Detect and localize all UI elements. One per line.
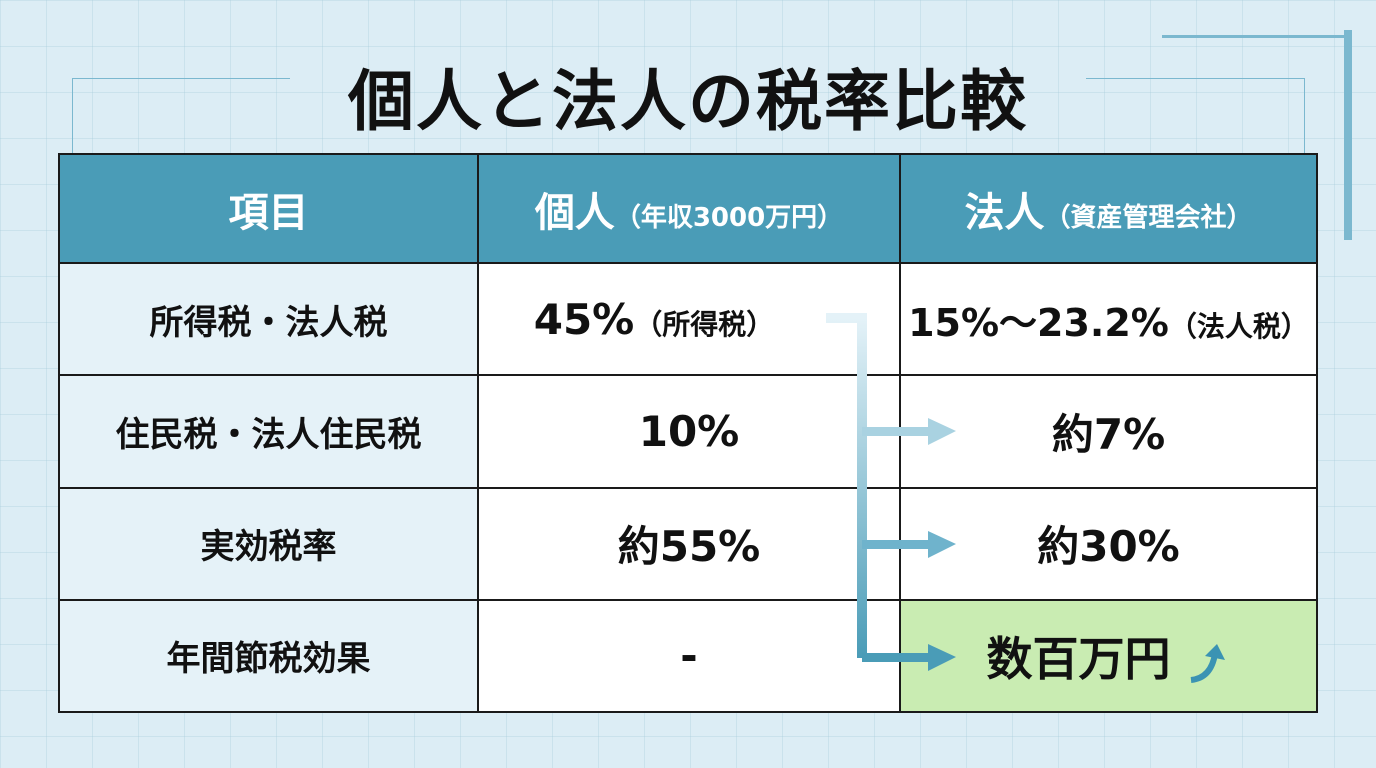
corporate-cell: 約30%	[899, 486, 1318, 601]
header-individual: 個人（年収3000万円）	[477, 152, 901, 265]
header-sub: （年収3000万円）	[614, 202, 844, 233]
decor-corner-top	[1162, 35, 1352, 38]
row-label: 住民税・法人住民税	[58, 374, 479, 489]
decor-line-left	[72, 78, 290, 79]
up-arrow-icon	[1190, 644, 1225, 684]
table-row: 実効税率 約55% 約30%	[58, 486, 1318, 601]
individual-cell: 10%	[477, 374, 901, 489]
note: （所得税）	[634, 307, 775, 341]
header-label: 項目	[228, 189, 309, 236]
comparison-table: 項目 個人（年収3000万円） 法人（資産管理会社） 所得税・法人税 45%（所…	[58, 152, 1318, 714]
header-row: 項目 個人（年収3000万円） 法人（資産管理会社）	[58, 152, 1318, 265]
individual-cell: 約55%	[477, 486, 901, 601]
corporate-cell: 15%〜23.2%（法人税）	[899, 262, 1318, 377]
value: 45%	[533, 294, 635, 344]
page-title: 個人と法人の税率比較	[348, 63, 1028, 140]
table-row: 年間節税効果 - 数百万円	[58, 598, 1318, 714]
header-sub: （資産管理会社）	[1044, 202, 1253, 233]
header-corporate: 法人（資産管理会社）	[899, 152, 1318, 265]
decor-line-right-vert	[1304, 78, 1305, 153]
value: 15%〜23.2%	[908, 300, 1169, 345]
row-label: 年間節税効果	[58, 598, 479, 714]
individual-cell: 45%（所得税）	[477, 262, 901, 377]
table-row: 所得税・法人税 45%（所得税） 15%〜23.2%（法人税）	[58, 262, 1318, 377]
corporate-cell: 約7%	[899, 374, 1318, 489]
row-label: 所得税・法人税	[58, 262, 479, 377]
corporate-cell-highlight: 数百万円	[899, 598, 1318, 714]
table-row: 住民税・法人住民税 10% 約7%	[58, 374, 1318, 489]
decor-line-right	[1086, 78, 1304, 79]
individual-cell: -	[477, 598, 901, 714]
row-label: 実効税率	[58, 486, 479, 601]
value: 数百万円	[986, 631, 1171, 686]
decor-line-left-vert	[72, 78, 73, 153]
decor-corner-right	[1344, 30, 1352, 240]
note: （法人税）	[1168, 309, 1309, 343]
header-label: 個人	[534, 189, 615, 236]
header-label: 法人	[964, 189, 1045, 236]
header-item: 項目	[58, 152, 479, 265]
